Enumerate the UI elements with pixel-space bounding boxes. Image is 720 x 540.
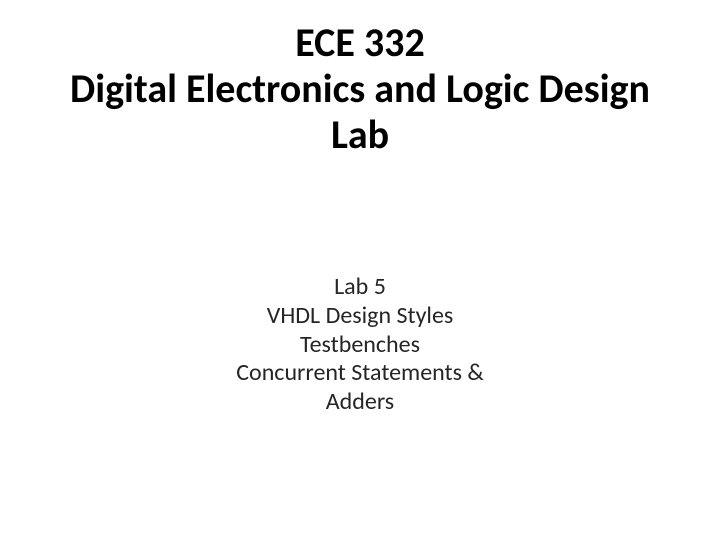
subtitle-line-2: VHDL Design Styles <box>40 302 680 331</box>
subtitle-line-5: Adders <box>40 388 680 417</box>
title-block: ECE 332 Digital Electronics and Logic De… <box>40 20 680 158</box>
slide-container: ECE 332 Digital Electronics and Logic De… <box>0 0 720 540</box>
title-line-2: Digital Electronics and Logic Design <box>40 66 680 112</box>
subtitle-block: Lab 5 VHDL Design Styles Testbenches Con… <box>40 273 680 417</box>
title-line-1: ECE 332 <box>40 20 680 66</box>
title-line-3: Lab <box>40 112 680 158</box>
subtitle-line-4: Concurrent Statements & <box>40 359 680 388</box>
subtitle-line-1: Lab 5 <box>40 273 680 302</box>
subtitle-line-3: Testbenches <box>40 331 680 360</box>
